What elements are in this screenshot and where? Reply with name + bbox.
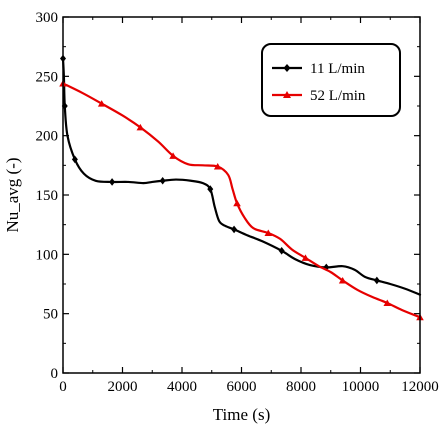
legend-label-11: 11 L/min xyxy=(310,61,365,77)
y-tick-label: 250 xyxy=(36,69,59,85)
y-axis-title: Nu_avg (-) xyxy=(3,157,22,232)
x-tick-label: 0 xyxy=(59,379,67,395)
y-tick-label: 100 xyxy=(36,247,59,263)
legend-box xyxy=(261,43,401,117)
series-marker xyxy=(71,155,78,164)
series-line xyxy=(61,82,422,319)
x-tick-label: 10000 xyxy=(342,379,380,395)
series-marker xyxy=(231,225,238,234)
legend-marker-11 xyxy=(283,64,291,72)
series-marker xyxy=(264,229,273,236)
series-marker xyxy=(159,176,166,185)
series-marker xyxy=(338,276,347,284)
y-tick-label: 150 xyxy=(36,188,59,204)
series-marker xyxy=(301,254,310,261)
x-tick-label: 6000 xyxy=(227,379,257,395)
x-tick-label: 12000 xyxy=(401,379,439,395)
y-tick-label: 300 xyxy=(36,10,59,26)
series-marker xyxy=(207,185,214,193)
legend-marker-52 xyxy=(283,91,291,98)
x-axis-title: Time (s) xyxy=(213,405,270,424)
legend-label-52: 52 L/min xyxy=(310,88,366,104)
series-marker xyxy=(323,263,330,272)
y-tick-label: 200 xyxy=(36,129,59,145)
series-marker xyxy=(233,199,241,207)
x-tick-label: 2000 xyxy=(108,379,138,395)
series-marker xyxy=(61,102,68,110)
series-line xyxy=(61,57,422,296)
series-marker xyxy=(169,152,177,159)
series-marker xyxy=(383,299,392,306)
series-1 xyxy=(59,79,424,321)
x-tick-label: 4000 xyxy=(167,379,197,395)
x-tick-label: 8000 xyxy=(286,379,316,395)
series-0 xyxy=(60,54,422,296)
series-marker xyxy=(97,100,106,107)
legend: 11 L/min 52 L/min xyxy=(261,43,401,117)
series-marker xyxy=(213,163,222,170)
plot-frame xyxy=(62,16,421,374)
series-marker xyxy=(278,246,285,255)
y-tick-label: 0 xyxy=(51,366,59,382)
series-marker xyxy=(109,178,116,186)
series-marker xyxy=(373,276,380,285)
series-marker xyxy=(136,123,145,131)
y-tick-label: 50 xyxy=(43,307,58,323)
label-layer: 0 2000 4000 6000 8000 10000 12000 0 50 100 150 200 2… xyxy=(36,10,439,395)
series-layer xyxy=(59,54,424,321)
